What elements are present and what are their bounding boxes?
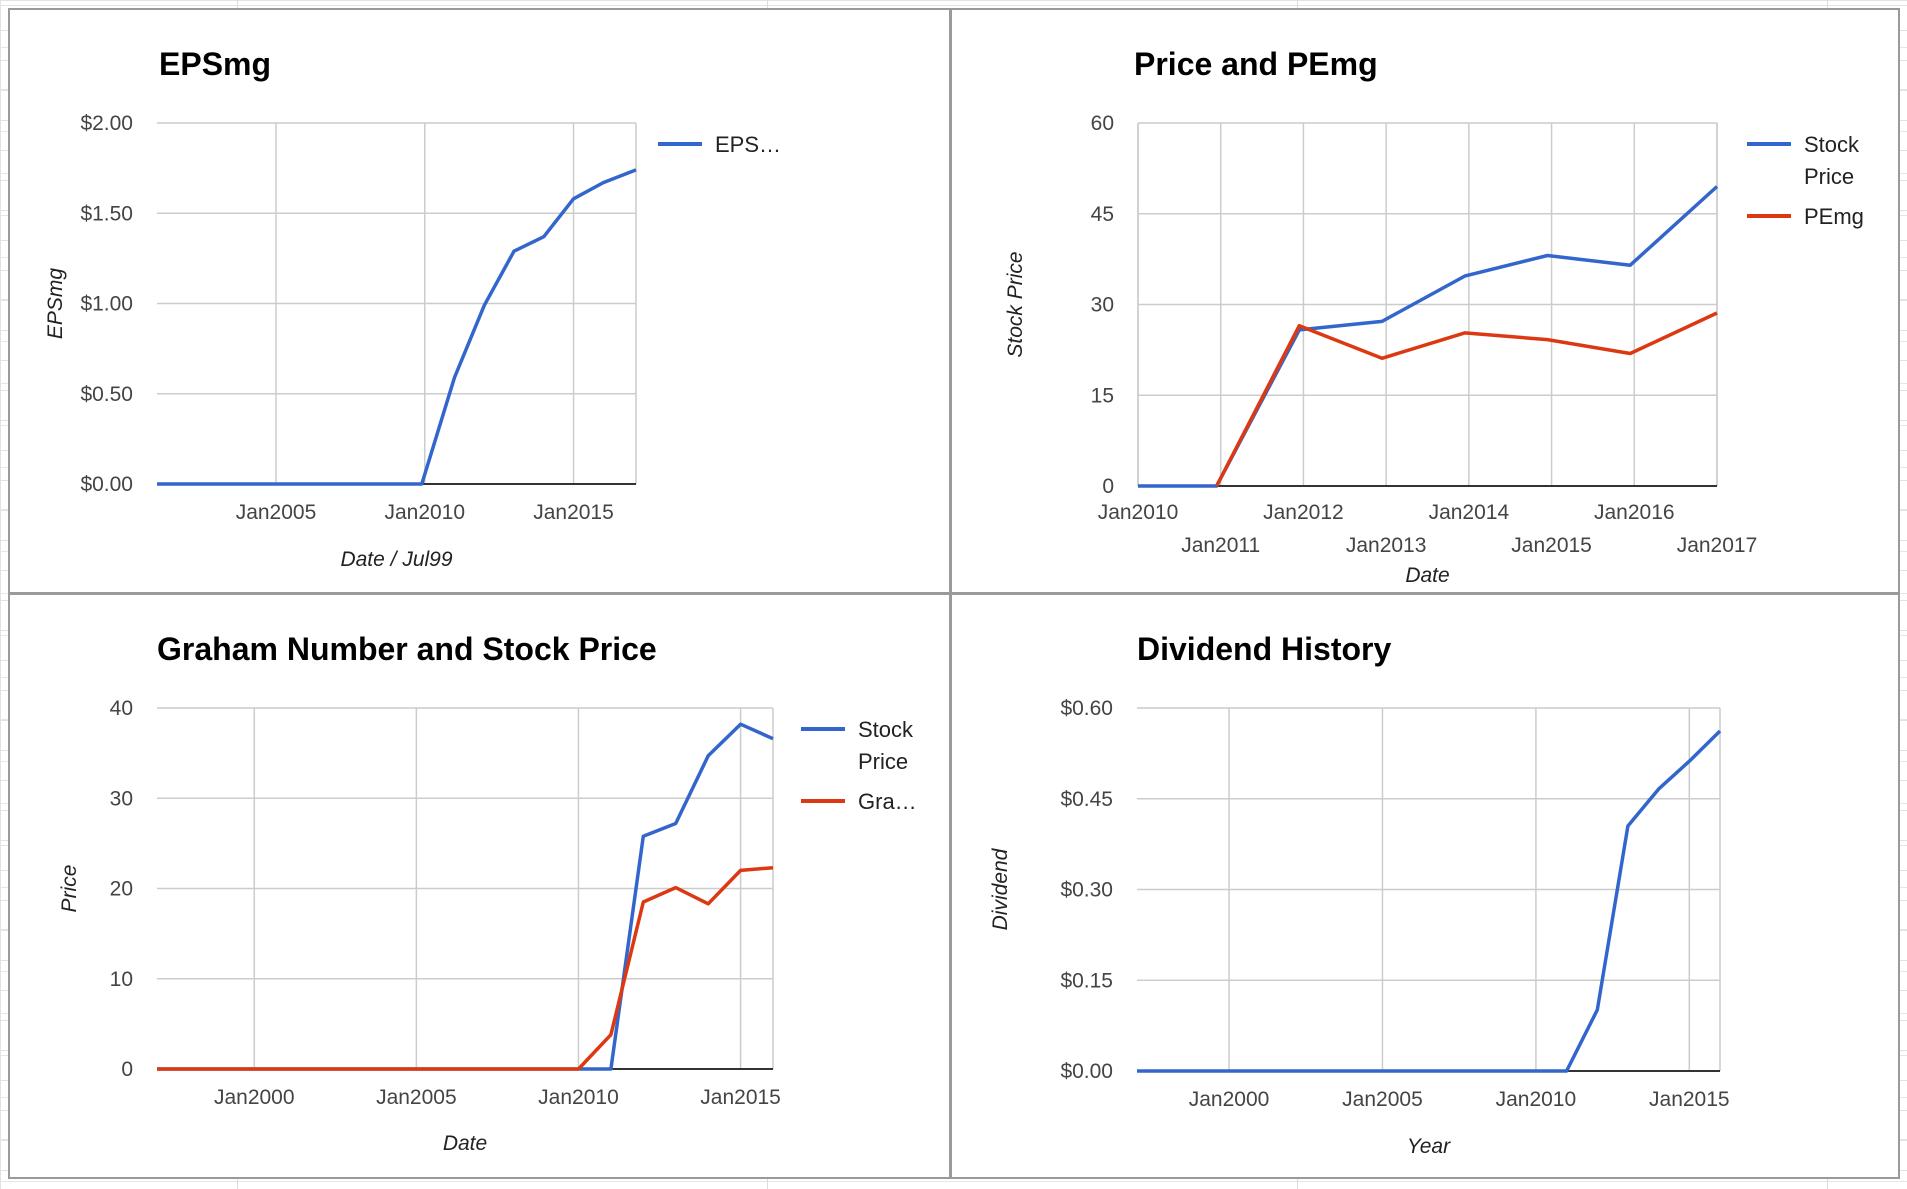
legend-item-stock-price[interactable]: Stock Price (801, 717, 914, 774)
legend-label: Stock (858, 717, 914, 742)
y-tick-label: 45 (1091, 203, 1114, 226)
chart-graham-number: Graham Number and Stock Price 0 10 20 30 40 Ja… (58, 631, 917, 1155)
chart-price-and-pemg: Price and PEmg015304560Jan2010Jan2011Jan… (1004, 46, 1864, 587)
legend-label: PEmg (1804, 204, 1864, 229)
x-axis-label: Date / Jul99 (340, 548, 452, 571)
x-tick-label: Jan2013 (1346, 534, 1427, 557)
chart-epsmg: EPSmg $0.00 $0.50 $1.00 $1.50 $2.00 Jan2005 Jan… (44, 46, 781, 571)
x-tick-label: Jan2017 (1677, 534, 1758, 557)
chart-title: Dividend History (1137, 631, 1391, 667)
y-tick-label: $0.15 (1060, 969, 1113, 992)
series-line-gra[interactable] (157, 865, 774, 1071)
legend-label: Gra… (858, 789, 917, 814)
y-tick-label: $1.00 (80, 293, 133, 316)
y-tick-label: $0.50 (80, 383, 133, 406)
x-tick-label: Jan2010 (538, 1086, 619, 1109)
x-tick-label: Jan2015 (1649, 1088, 1730, 1111)
x-tick-label: Jan2015 (700, 1086, 781, 1109)
chart-panel-graham-number[interactable]: Graham Number and Stock Price 0 10 20 30 40 Ja… (8, 593, 951, 1179)
x-tick-label: Jan2000 (214, 1086, 295, 1109)
y-tick-label: $0.30 (1060, 879, 1113, 902)
y-axis-label: EPSmg (44, 268, 67, 340)
y-tick-label: 30 (1091, 294, 1114, 317)
chart-title: Graham Number and Stock Price (157, 631, 657, 667)
y-tick-label: 40 (110, 697, 133, 720)
y-tick-label: $1.50 (80, 202, 133, 225)
legend-item-pemg[interactable]: PEmg (1747, 204, 1864, 229)
y-tick-label: $0.00 (1060, 1060, 1113, 1083)
y-tick-label: 20 (110, 878, 133, 901)
legend-item-eps[interactable]: EPS… (658, 132, 781, 157)
legend-label: Price (858, 749, 908, 774)
x-tick-label: Jan2012 (1263, 501, 1344, 524)
x-tick-label: Jan2010 (1496, 1088, 1577, 1111)
x-axis-label: Date (1405, 564, 1449, 587)
x-tick-label: Jan2015 (533, 501, 614, 524)
y-tick-label: $0.60 (1060, 697, 1113, 720)
x-axis-label: Year (1407, 1135, 1451, 1158)
legend-label: EPS… (715, 132, 781, 157)
y-tick-label: 30 (110, 787, 133, 810)
y-tick-label: $2.00 (80, 112, 133, 135)
y-axis-label: Stock Price (1004, 251, 1027, 357)
x-tick-label: Jan2005 (236, 501, 317, 524)
legend-label: Price (1804, 164, 1854, 189)
y-tick-label: $0.45 (1060, 788, 1113, 811)
x-tick-label: Jan2016 (1594, 501, 1675, 524)
chart-title: Price and PEmg (1134, 46, 1378, 82)
legend-item-stock-price[interactable]: Stock Price (1747, 132, 1860, 189)
legend-item-gra[interactable]: Gra… (801, 789, 917, 814)
x-tick-label: Jan2010 (1098, 501, 1179, 524)
chart-panel-epsmg[interactable]: EPSmg $0.00 $0.50 $1.00 $1.50 $2.00 Jan2005 Jan… (8, 8, 951, 594)
y-tick-label: 0 (1102, 475, 1114, 498)
y-tick-label: 0 (121, 1058, 133, 1081)
series-line-stock-price[interactable] (1138, 185, 1719, 488)
x-tick-label: Jan2011 (1181, 534, 1260, 557)
chart-dividend-history: Dividend History $0.00 $0.15 $0.30 $0.45 $0.6… (989, 631, 1730, 1158)
series-line-stock-price[interactable] (157, 722, 774, 1071)
x-tick-label: Jan2005 (376, 1086, 457, 1109)
y-tick-label: 60 (1091, 112, 1114, 135)
x-tick-label: Jan2005 (1342, 1088, 1423, 1111)
chart-panel-dividend-history[interactable]: Dividend History $0.00 $0.15 $0.30 $0.45 $0.6… (950, 593, 1900, 1179)
y-tick-label: $0.00 (80, 473, 133, 496)
x-tick-label: Jan2015 (1511, 534, 1592, 557)
series-line-dividend[interactable] (1137, 729, 1722, 1073)
x-tick-label: Jan2010 (384, 501, 465, 524)
y-axis-label: Dividend (989, 847, 1012, 930)
chart-panel-price-and-pemg[interactable]: Price and PEmg 0 15 30 45 60 Jan2010 Jan2011 Jan… (950, 8, 1900, 594)
legend-label: Stock (1804, 132, 1860, 157)
y-tick-label: 15 (1091, 384, 1114, 407)
series-line-eps[interactable] (157, 168, 637, 486)
chart-title: EPSmg (159, 46, 271, 82)
series-line-pemg[interactable] (1215, 311, 1718, 487)
y-tick-label: 10 (110, 968, 133, 991)
x-tick-label: Jan2014 (1429, 501, 1510, 524)
x-axis-label: Date (443, 1132, 487, 1155)
x-tick-label: Jan2000 (1189, 1088, 1270, 1111)
y-axis-label: Price (58, 865, 81, 913)
